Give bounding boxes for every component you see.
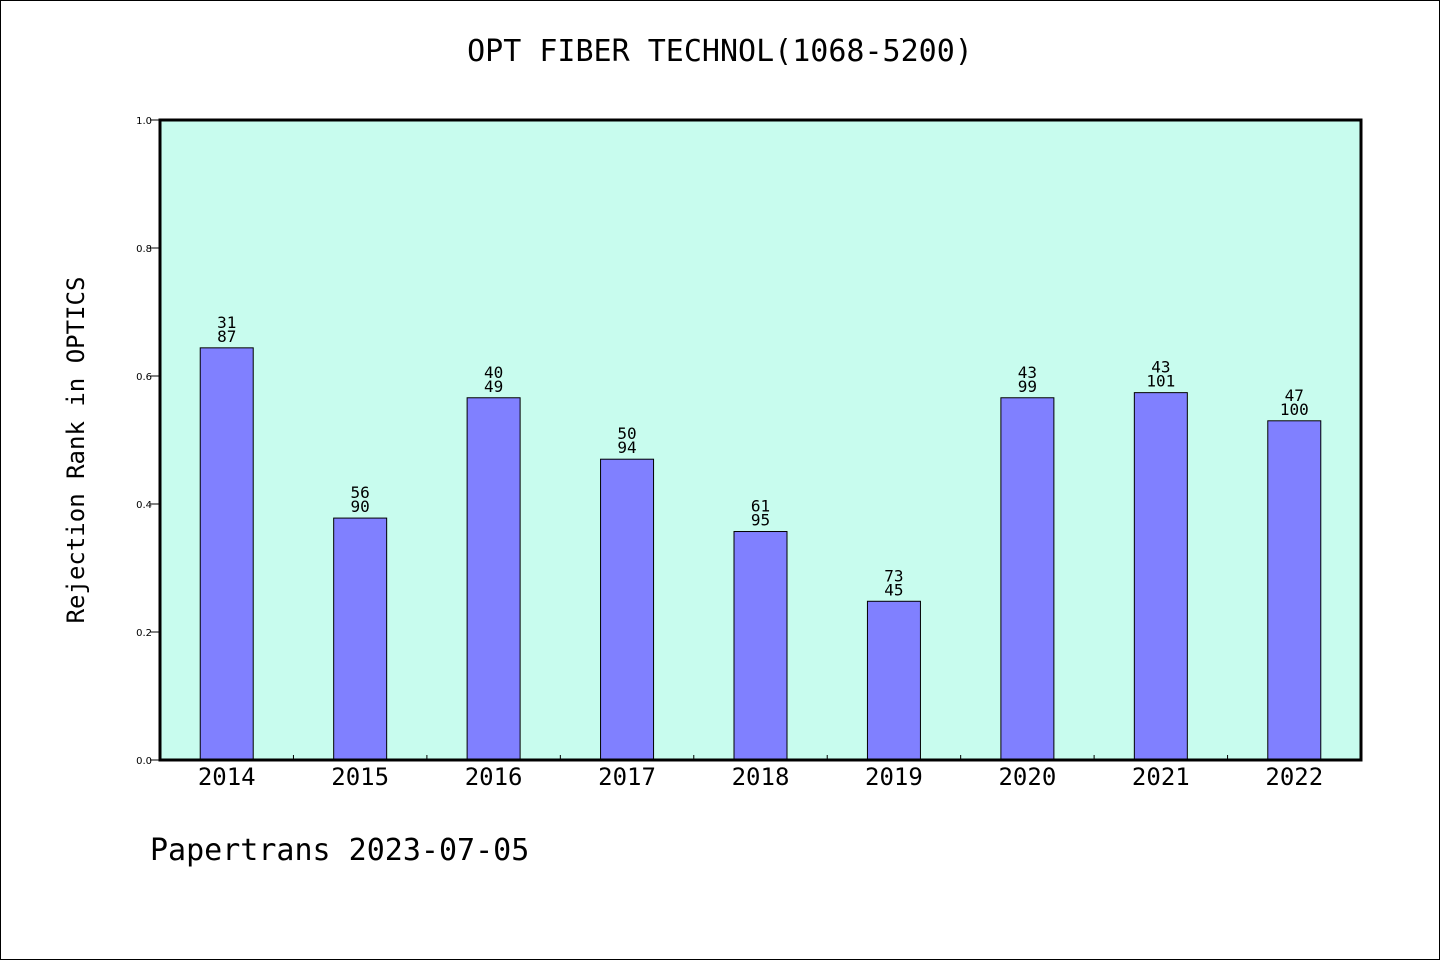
y-tick-label: 0.8 [136,244,152,255]
x-tick-label: 2014 [198,763,256,791]
plot-border [158,118,1363,762]
data-label-top: 31 [217,313,236,332]
bar-2016 [466,397,521,761]
x-tick-label: 2021 [1132,763,1190,791]
x-tick-label: 2022 [1265,763,1323,791]
y-tick-label: 1.0 [136,116,152,127]
data-label-bottom: 100 [1280,400,1309,419]
bar-2020 [1000,397,1055,761]
bar-2017 [600,458,655,761]
data-label-bottom: 95 [751,511,770,530]
data-label-top: 73 [884,566,903,585]
x-tick-label: 2020 [998,763,1056,791]
x-tick-label: 2018 [732,763,790,791]
x-tick-label: 2015 [331,763,389,791]
data-label-top: 43 [1018,363,1037,382]
bar-2015 [333,517,388,761]
data-label-bottom: 49 [484,377,503,396]
y-tick-label: 0.6 [136,372,152,383]
data-label-top: 61 [751,497,770,516]
x-tick-label: 2016 [465,763,523,791]
y-axis: 0.0 0.2 0.4 0.6 0.8 1.0 [136,116,160,767]
bar-2021 [1133,392,1188,761]
y-tick-label: 0.4 [136,500,152,511]
data-label-top: 47 [1285,386,1304,405]
data-label-top: 56 [351,483,370,502]
y-tick-label: 0.0 [136,756,152,767]
bar-2019 [866,600,921,761]
data-label-bottom: 90 [351,497,370,516]
bars [199,347,1322,761]
y-tick-label: 0.2 [136,628,152,639]
data-label-bottom: 87 [217,327,236,346]
footer-credit: Papertrans 2023-07-05 [150,833,530,868]
data-label-top: 50 [617,424,636,443]
data-label-bottom: 99 [1018,377,1037,396]
data-label-bottom: 45 [884,580,903,599]
bar-2022 [1267,420,1322,761]
data-label-bottom: 101 [1146,372,1175,391]
data-label-top: 43 [1151,358,1170,377]
x-axis: 2014 2015 2016 2017 2018 2019 2020 2021 2022 [198,755,1323,791]
x-tick-label: 2017 [598,763,656,791]
data-label-top: 40 [484,363,503,382]
x-tick-label: 2019 [865,763,923,791]
bar-2018 [733,531,788,761]
chart-title: OPT FIBER TECHNOL(1068-5200) [467,34,973,69]
bar-2014 [199,347,254,761]
data-label-bottom: 94 [617,438,636,457]
